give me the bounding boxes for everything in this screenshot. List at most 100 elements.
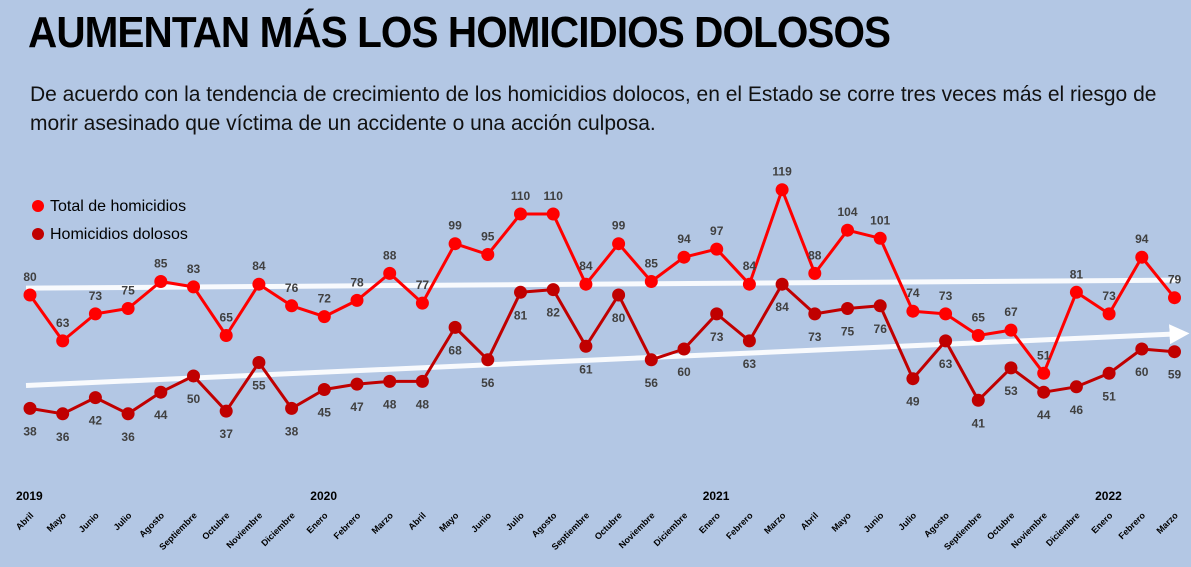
x-tick-label: Diciembre — [652, 510, 690, 548]
data-label-dolosos-0: 38 — [23, 424, 37, 438]
data-label-total-32: 81 — [1070, 267, 1084, 281]
legend-marker-dolosos — [32, 228, 44, 240]
point-total-34 — [1135, 250, 1149, 264]
legend: Total de homicidios Homicidios dolosos — [32, 198, 188, 243]
point-total-16 — [546, 207, 560, 221]
data-label-total-22: 84 — [743, 259, 757, 273]
x-tick-label: Junio — [77, 510, 101, 534]
point-total-22 — [742, 277, 756, 291]
data-label-dolosos-32: 46 — [1070, 403, 1084, 417]
point-dolosos-31 — [1037, 385, 1051, 399]
data-label-dolosos-34: 60 — [1135, 365, 1149, 379]
data-label-total-24: 88 — [808, 248, 822, 262]
point-dolosos-12 — [415, 374, 429, 388]
point-dolosos-29 — [971, 393, 985, 407]
x-tick-label: Marzo — [762, 510, 788, 536]
x-tick-label: Junio — [862, 510, 886, 534]
x-tick-label: Julio — [896, 510, 918, 532]
data-label-dolosos-21: 73 — [710, 330, 724, 344]
data-label-dolosos-26: 76 — [874, 322, 888, 336]
x-tick-label: Octubre — [985, 510, 1016, 541]
point-dolosos-7 — [252, 356, 266, 369]
point-dolosos-24 — [808, 307, 822, 321]
chart-title: AUMENTAN MÁS LOS HOMICIDIOS DOLOSOS — [28, 8, 891, 57]
x-tick-label: Octubre — [593, 510, 624, 541]
point-dolosos-33 — [1102, 366, 1116, 380]
data-label-total-26: 101 — [870, 213, 890, 227]
x-tick-label: Marzo — [1154, 510, 1180, 536]
point-total-4 — [154, 275, 168, 288]
point-dolosos-27 — [906, 372, 920, 386]
point-dolosos-23 — [775, 277, 789, 291]
data-label-dolosos-24: 73 — [808, 330, 822, 344]
data-label-total-5: 83 — [187, 262, 201, 276]
x-tick-label: Diciembre — [1044, 510, 1082, 548]
point-total-19 — [644, 275, 658, 288]
data-label-total-29: 65 — [972, 311, 986, 325]
data-label-total-9: 72 — [318, 292, 332, 306]
data-label-dolosos-10: 47 — [350, 400, 364, 414]
x-tick-label: Agosto — [530, 510, 559, 539]
data-label-total-11: 88 — [383, 248, 397, 262]
data-label-dolosos-30: 53 — [1004, 384, 1018, 398]
data-label-dolosos-25: 75 — [841, 325, 855, 339]
data-label-total-14: 95 — [481, 230, 495, 244]
point-total-17 — [579, 277, 593, 291]
point-dolosos-1 — [56, 407, 70, 421]
data-label-total-35: 79 — [1168, 273, 1182, 287]
trend-line-dolosos — [25, 324, 1190, 388]
data-label-total-0: 80 — [23, 270, 37, 284]
data-label-total-10: 78 — [350, 275, 364, 289]
point-total-0 — [23, 288, 37, 302]
point-dolosos-25 — [841, 302, 854, 315]
point-dolosos-9 — [317, 383, 331, 396]
data-label-total-2: 73 — [89, 289, 103, 303]
data-label-dolosos-11: 48 — [383, 397, 397, 411]
x-tick-label: Agosto — [922, 510, 951, 539]
point-dolosos-8 — [285, 401, 299, 415]
data-label-dolosos-27: 49 — [906, 395, 920, 409]
point-dolosos-16 — [546, 283, 560, 297]
point-dolosos-2 — [88, 391, 102, 405]
point-total-18 — [612, 237, 626, 251]
x-tick-label: Octubre — [200, 510, 231, 541]
point-total-1 — [56, 334, 70, 348]
point-total-9 — [317, 310, 331, 324]
data-label-total-12: 77 — [416, 278, 430, 292]
data-label-dolosos-14: 56 — [481, 376, 495, 390]
series: 80 63 73 75 85 83 65 84 76 72 78 88 77 99 95 110 110 84 99… — [23, 165, 1181, 444]
data-label-dolosos-28: 63 — [939, 357, 953, 371]
point-dolosos-18 — [612, 288, 626, 302]
data-label-total-15: 110 — [511, 189, 531, 203]
data-label-total-13: 99 — [448, 219, 462, 233]
point-total-20 — [677, 250, 691, 264]
chart-subtitle: De acuerdo con la tendencia de crecimien… — [30, 83, 1157, 135]
data-label-dolosos-35: 59 — [1168, 368, 1182, 382]
data-label-dolosos-12: 48 — [416, 397, 430, 411]
data-label-dolosos-9: 45 — [318, 406, 332, 420]
x-tick-label: Febrero — [1116, 510, 1147, 541]
data-label-dolosos-13: 68 — [448, 343, 462, 357]
x-tick-label: Julio — [112, 510, 134, 532]
point-total-11 — [383, 266, 397, 280]
data-label-total-33: 73 — [1102, 289, 1116, 303]
data-label-dolosos-15: 81 — [514, 308, 528, 322]
data-label-dolosos-17: 61 — [579, 362, 593, 376]
point-total-32 — [1069, 285, 1083, 299]
x-tick-label: Mayo — [830, 510, 854, 534]
data-label-total-1: 63 — [56, 316, 70, 330]
data-label-total-20: 94 — [677, 232, 691, 246]
x-tick-label: Junio — [469, 510, 493, 534]
year-label: 2022 — [1095, 489, 1122, 503]
x-tick-label: Enero — [1089, 510, 1114, 535]
x-tick-label: Abril — [14, 510, 36, 532]
point-total-24 — [808, 266, 822, 280]
x-tick-label: Mayo — [45, 510, 69, 534]
point-dolosos-11 — [383, 374, 397, 388]
point-dolosos-10 — [350, 377, 364, 391]
legend-label-dolosos: Homicidios dolosos — [50, 226, 188, 243]
point-total-28 — [939, 307, 953, 321]
point-dolosos-32 — [1069, 380, 1083, 394]
point-total-31 — [1037, 366, 1051, 380]
data-label-total-23: 119 — [772, 165, 792, 179]
